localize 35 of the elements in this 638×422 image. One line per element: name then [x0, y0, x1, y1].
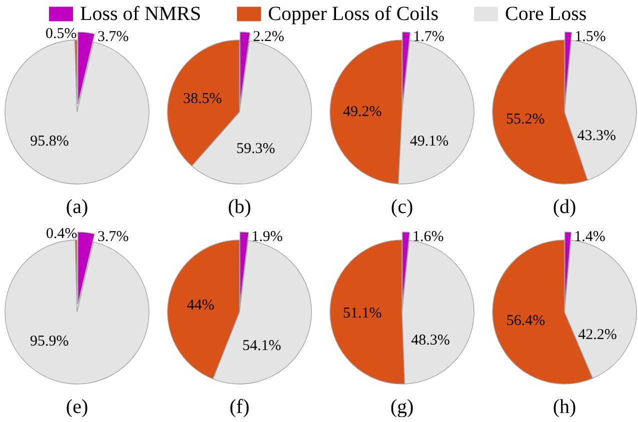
data-label: 0.5%	[45, 26, 77, 42]
text: (a)	[66, 196, 88, 218]
data-label: 38.5%	[183, 91, 222, 107]
data-label: 54.1%	[242, 338, 282, 354]
data-label: 0.4%	[46, 226, 78, 242]
data-label: 51.1%	[343, 306, 382, 322]
data-label: 3.7%	[98, 229, 129, 245]
data-label: 2.2%	[252, 29, 284, 45]
data-label: 3.7%	[98, 29, 129, 45]
data-label: 44%	[186, 298, 214, 314]
data-label: 56.4%	[506, 312, 546, 329]
text: (f)	[230, 396, 250, 418]
text: (d)	[552, 196, 576, 218]
data-label: 1.6%	[412, 229, 444, 245]
data-label: 42.2%	[578, 326, 617, 343]
data-label: 59.3%	[236, 141, 276, 158]
data-label: 95.9%	[30, 333, 69, 350]
data-label: 43.3%	[577, 128, 616, 144]
data-label: 95.8%	[30, 133, 69, 150]
text: (g)	[390, 396, 414, 418]
data-label: 49.2%	[343, 104, 382, 120]
text: (e)	[66, 396, 88, 418]
data-label: 1.4%	[574, 229, 606, 245]
text: (b)	[228, 196, 252, 218]
data-label: 1.7%	[413, 29, 444, 45]
text: (h)	[552, 396, 576, 418]
legend-label: Loss of NMRS	[80, 3, 202, 25]
data-label: 48.3%	[411, 332, 450, 348]
text: (c)	[390, 196, 414, 218]
legend-label: Core Loss	[505, 3, 587, 25]
data-label: 49.1%	[410, 134, 449, 150]
data-label: 55.2%	[506, 111, 545, 128]
data-label: 1.5%	[574, 29, 606, 45]
legend-label: Copper Loss of Coils	[268, 3, 439, 25]
data-label: 1.9%	[252, 229, 283, 245]
